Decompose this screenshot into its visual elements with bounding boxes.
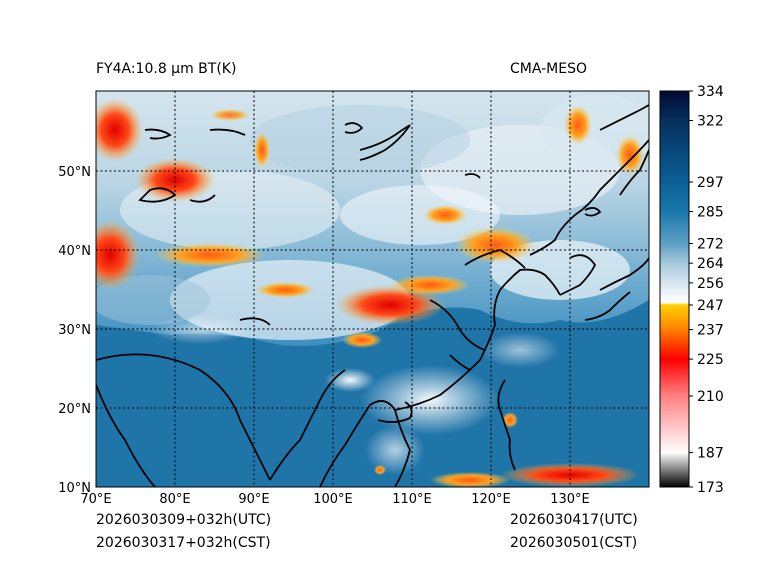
lat-tick-20: 20°N (58, 402, 91, 417)
lon-axis: 70°E 80°E 90°E 100°E 110°E 120°E 130°E (80, 492, 589, 507)
model-name: CMA-MESO (510, 61, 588, 77)
colorbar-tick-label: 187 (697, 446, 724, 462)
lat-tick-40: 40°N (58, 244, 91, 259)
valid-time-utc: 2026030417(UTC) (510, 512, 638, 528)
lon-tick-110: 110°E (392, 492, 432, 507)
colorbar-tick-label: 173 (697, 480, 724, 496)
valid-time-cst: 2026030501(CST) (510, 535, 638, 551)
colorbar-tick-label: 210 (697, 389, 724, 405)
colorbar-tick-label: 264 (697, 256, 724, 272)
colorbar-tick-label: 322 (697, 114, 724, 130)
colorbar-tick-label: 256 (697, 276, 724, 292)
colorbar-tick-label: 237 (697, 323, 724, 339)
lon-tick-80: 80°E (159, 492, 190, 507)
colorbar-tick-label: 297 (697, 175, 724, 191)
graticule (96, 91, 649, 487)
lon-tick-90: 90°E (238, 492, 269, 507)
colorbar-gradient (659, 90, 690, 488)
colorbar-tick-label: 247 (697, 298, 724, 314)
init-time-utc: 2026030309+032h(UTC) (96, 512, 272, 528)
lon-tick-70: 70°E (80, 492, 111, 507)
colorbar: 173 187 210 225 237 247 256 264 272 285 297 322 334 (659, 84, 724, 496)
lon-tick-120: 120°E (471, 492, 511, 507)
map-frame (95, 90, 650, 488)
colorbar-tick-label: 285 (697, 205, 724, 221)
product-title: FY4A:10.8 µm BT(K) (96, 61, 237, 77)
lon-tick-130: 130°E (550, 492, 590, 507)
lat-tick-50: 50°N (58, 165, 91, 180)
colorbar-tick-label: 225 (697, 352, 724, 368)
lat-axis: 10°N 20°N 30°N 40°N 50°N (58, 165, 91, 496)
colorbar-ticks: 173 187 210 225 237 247 256 264 272 285 297 322 334 (689, 84, 724, 496)
colorbar-tick-label: 272 (697, 236, 724, 252)
lat-tick-30: 30°N (58, 323, 91, 338)
satellite-image (96, 91, 649, 487)
init-time-cst: 2026030317+032h(CST) (96, 535, 271, 551)
colorbar-tick-label: 334 (697, 84, 724, 100)
lon-tick-100: 100°E (313, 492, 353, 507)
lat-tick-10: 10°N (58, 481, 91, 496)
